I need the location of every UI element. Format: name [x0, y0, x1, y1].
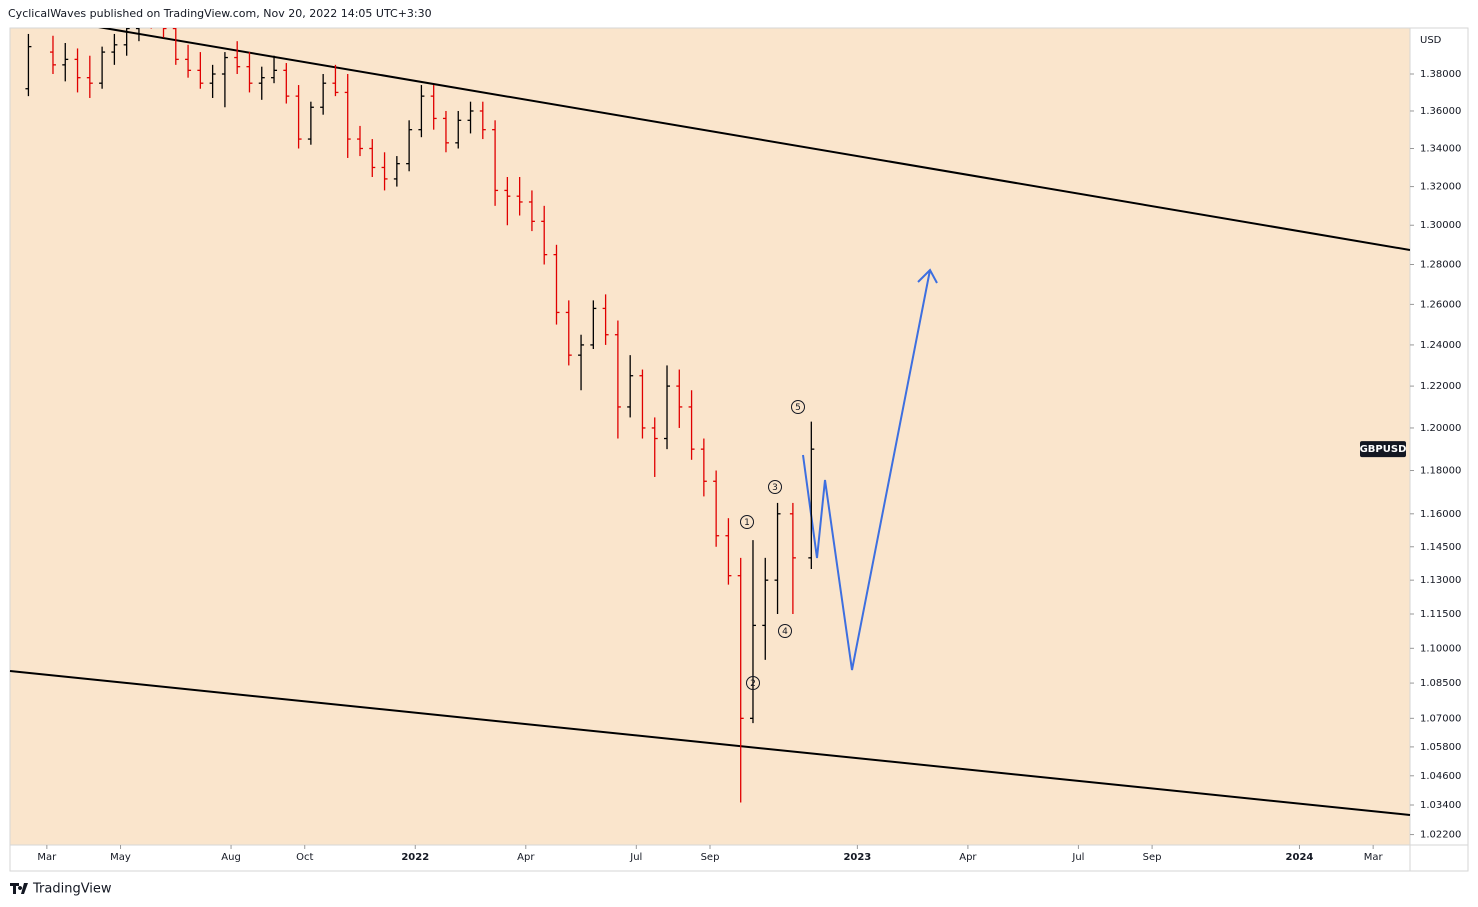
x-tick-label: Mar	[37, 852, 57, 863]
axes: 1.38000 1.36000 1.34000 1.32000 1.30000 1.280…	[37, 69, 1461, 863]
plot-background	[10, 28, 1410, 845]
y-tick-label: 1.07000	[1420, 713, 1461, 724]
y-tick-label: 1.34000	[1420, 143, 1461, 154]
wave-label-circle	[740, 515, 754, 529]
x-tick-label: Sep	[1143, 852, 1162, 863]
projection-arrowhead	[917, 268, 938, 284]
y-tick-label: 1.24000	[1420, 340, 1461, 351]
footer-text: TradingView	[32, 882, 112, 897]
y-tick-label: 1.11500	[1420, 609, 1461, 620]
x-tick-label: Jul	[629, 852, 642, 863]
y-tick-label: 1.30000	[1420, 220, 1461, 231]
y-tick-label: 1.20000	[1420, 423, 1461, 434]
x-tick-label: Mar	[1364, 852, 1384, 863]
footer-logo: TradingView	[10, 882, 112, 897]
x-tick-label: Apr	[517, 852, 535, 863]
y-tick-label: 1.28000	[1420, 260, 1461, 271]
y-tick-label: 1.36000	[1420, 106, 1461, 117]
wave-label: 4	[782, 627, 788, 637]
y-tick-label: 1.03400	[1420, 800, 1461, 811]
y-tick-label: 1.02200	[1420, 830, 1461, 841]
symbol-label-bg	[1360, 441, 1406, 458]
wave-label-circle	[791, 400, 805, 414]
wave-label-circle	[768, 480, 782, 494]
y-unit: USD	[1420, 35, 1442, 46]
x-tick-label: 2022	[401, 852, 429, 863]
x-tick-label: May	[110, 852, 131, 863]
y-tick-label: 1.13000	[1420, 575, 1461, 586]
upper-trendline	[98, 28, 1410, 251]
y-tick-label: 1.32000	[1420, 182, 1461, 193]
trendlines	[9, 28, 1411, 816]
y-tick-label: 1.10000	[1420, 643, 1461, 654]
x-tick-label: Sep	[701, 852, 720, 863]
y-tick-label: 1.26000	[1420, 299, 1461, 310]
x-tick-label: 2024	[1286, 852, 1314, 863]
x-tick-label: Oct	[296, 852, 313, 863]
wave-label: 5	[795, 403, 801, 413]
x-tick-label: Jul	[1071, 852, 1084, 863]
y-tick-label: 1.18000	[1420, 466, 1461, 477]
bars	[25, 28, 815, 803]
wave-label: 2	[750, 679, 756, 689]
frame	[9, 27, 1469, 872]
wave-label-circle	[778, 624, 792, 638]
y-tick-label: 1.05800	[1420, 742, 1461, 753]
y-tick-label: 1.16000	[1420, 509, 1461, 520]
projection	[802, 268, 938, 671]
y-tick-label: 1.22000	[1420, 381, 1461, 392]
y-tick-label: 1.14500	[1420, 542, 1461, 553]
x-tick-label: Aug	[221, 852, 241, 863]
y-tick-label: 1.08500	[1420, 678, 1461, 689]
wave-label: 3	[772, 483, 778, 493]
wave-label-circle	[746, 676, 760, 690]
y-tick-label: 1.04600	[1420, 771, 1461, 782]
logo-mark	[10, 883, 28, 894]
symbol-label: GBPUSD	[1360, 444, 1407, 455]
lower-trendline	[9, 670, 1411, 816]
header: CyclicalWaves published on TradingView.c…	[8, 7, 432, 20]
projection-path	[802, 269, 931, 671]
x-tick-label: 2023	[843, 852, 871, 863]
y-tick-label: 1.38000	[1420, 69, 1461, 80]
wave-label: 1	[744, 518, 750, 528]
x-tick-label: Apr	[959, 852, 977, 863]
